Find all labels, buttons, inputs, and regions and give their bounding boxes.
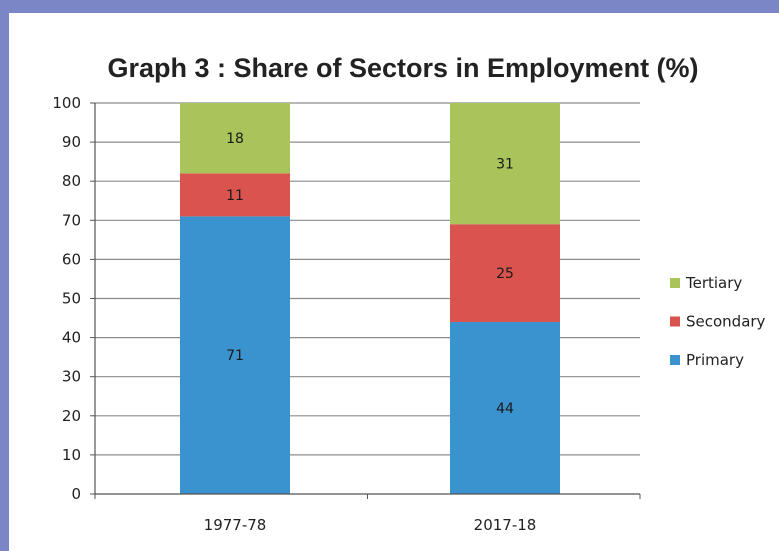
x-category-label: 1977-78 <box>204 516 267 534</box>
y-tick-label: 100 <box>52 94 81 112</box>
legend-label-primary: Primary <box>686 351 744 369</box>
data-label: 18 <box>226 131 244 147</box>
bar-secondary-1977-78 <box>180 173 290 217</box>
data-label: 71 <box>226 348 244 364</box>
y-tick-label: 70 <box>62 211 81 229</box>
legend-swatch-primary <box>670 355 680 365</box>
y-tick-label: 50 <box>62 290 81 308</box>
data-label: 31 <box>496 157 514 173</box>
y-tick-label: 90 <box>62 133 81 151</box>
data-labels: 71 11 18 44 25 31 <box>226 131 514 417</box>
axes: 0 10 20 30 40 50 60 70 80 90 100 1977-78 2017-18 <box>52 94 641 534</box>
data-label: 25 <box>496 266 514 282</box>
legend-label-secondary: Secondary <box>686 313 766 331</box>
legend: Tertiary Secondary Primary <box>670 274 766 369</box>
x-category-label: 2017-18 <box>474 516 537 534</box>
chart-title: Graph 3 : Share of Sectors in Employment… <box>107 53 699 83</box>
y-tick-label: 0 <box>71 485 81 503</box>
data-label: 11 <box>226 188 244 204</box>
y-tick-label: 60 <box>62 250 81 268</box>
bar-primary-2017-18 <box>450 321 560 494</box>
y-tick-label: 20 <box>62 407 81 425</box>
bar-primary-1977-78 <box>180 216 290 494</box>
legend-label-tertiary: Tertiary <box>685 274 742 292</box>
bar-secondary-2017-18 <box>450 224 560 322</box>
bars <box>180 103 560 494</box>
legend-swatch-tertiary <box>670 278 680 288</box>
y-tick-label: 80 <box>62 172 81 190</box>
y-tick-label: 30 <box>62 368 81 386</box>
bar-tertiary-1977-78 <box>180 103 290 174</box>
bar-tertiary-2017-18 <box>450 103 560 225</box>
y-tick-label: 10 <box>62 446 81 464</box>
data-label: 44 <box>496 401 514 417</box>
legend-swatch-secondary <box>670 316 680 327</box>
y-tick-label: 40 <box>62 329 81 347</box>
